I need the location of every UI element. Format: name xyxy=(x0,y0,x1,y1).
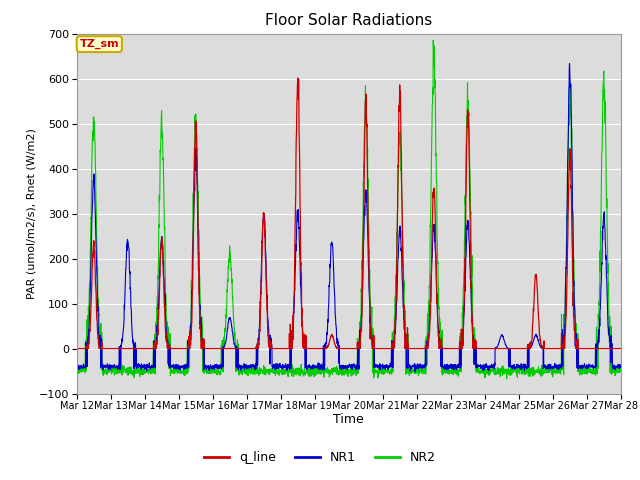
NR1 xyxy=(566,61,573,67)
NR1 xyxy=(412,369,419,375)
NR2 xyxy=(244,368,252,374)
q_line xyxy=(513,346,520,351)
Y-axis label: PAR (umol/m2/s), Rnet (W/m2): PAR (umol/m2/s), Rnet (W/m2) xyxy=(26,128,36,299)
NR2 xyxy=(617,367,625,372)
NR1 xyxy=(127,306,135,312)
NR2 xyxy=(429,37,437,43)
q_line xyxy=(244,346,252,351)
Text: TZ_sm: TZ_sm xyxy=(79,39,119,49)
NR2 xyxy=(127,364,135,370)
NR1 xyxy=(73,364,81,370)
NR1 xyxy=(617,363,625,369)
q_line xyxy=(294,75,301,81)
NR2 xyxy=(503,376,511,382)
q_line xyxy=(617,346,625,351)
NR1 xyxy=(513,365,520,371)
NR1 xyxy=(543,365,551,371)
NR2 xyxy=(610,367,618,372)
NR2 xyxy=(544,370,552,376)
q_line xyxy=(609,346,617,351)
NR2 xyxy=(73,369,81,375)
q_line xyxy=(381,346,389,351)
X-axis label: Time: Time xyxy=(333,413,364,426)
q_line xyxy=(543,346,551,351)
NR2 xyxy=(381,366,389,372)
Line: NR2: NR2 xyxy=(77,40,621,379)
Title: Floor Solar Radiations: Floor Solar Radiations xyxy=(265,13,433,28)
q_line xyxy=(127,346,135,351)
NR1 xyxy=(381,367,389,372)
NR2 xyxy=(513,372,521,378)
NR1 xyxy=(244,364,252,370)
Legend: q_line, NR1, NR2: q_line, NR1, NR2 xyxy=(199,446,441,469)
NR1 xyxy=(610,364,618,370)
Line: q_line: q_line xyxy=(77,78,621,348)
Line: NR1: NR1 xyxy=(77,64,621,372)
q_line xyxy=(73,346,81,351)
